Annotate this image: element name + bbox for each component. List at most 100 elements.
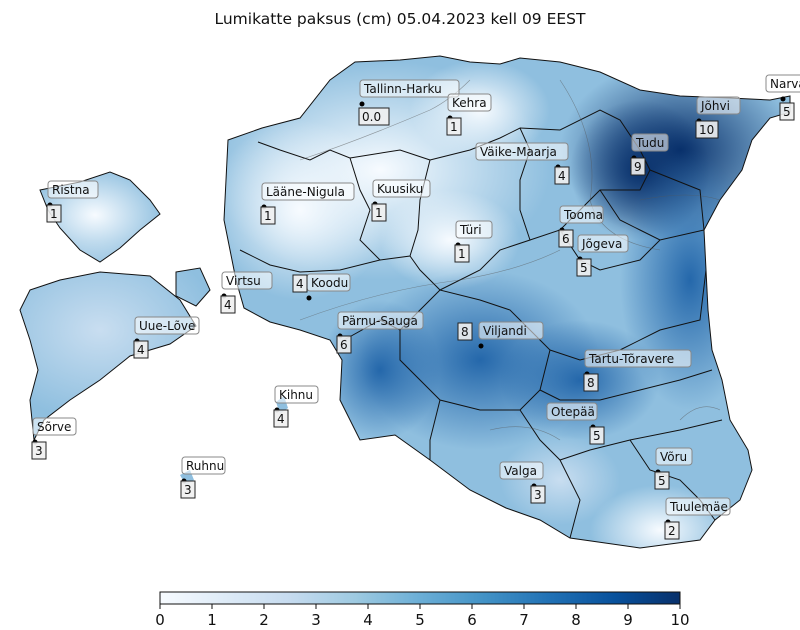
station-label-box bbox=[665, 497, 731, 516]
station-marker: Koodu 4 bbox=[292, 273, 351, 301]
colorbar-tick-label: 4 bbox=[363, 611, 373, 629]
station-value: 4 bbox=[137, 343, 145, 357]
station-marker: Pärnu-Sauga 6 bbox=[336, 311, 424, 354]
station-value-box bbox=[46, 204, 62, 223]
station-value-box bbox=[583, 373, 599, 392]
station-value: 10 bbox=[699, 123, 714, 137]
colorbar-tick-label: 0 bbox=[155, 611, 165, 629]
station-label-box bbox=[32, 417, 77, 436]
station-label-box bbox=[584, 349, 692, 368]
station-label-box bbox=[655, 447, 693, 466]
station-value: 4 bbox=[558, 169, 566, 183]
station-value: 1 bbox=[50, 207, 58, 221]
station-label-box bbox=[696, 96, 741, 115]
station-value-box bbox=[260, 206, 276, 225]
station-value: 1 bbox=[264, 209, 272, 223]
station-marker: Jõhvi 10 bbox=[695, 96, 741, 139]
station-marker: Otepää 5 bbox=[546, 402, 605, 445]
station-name: Valga bbox=[504, 464, 537, 478]
station-value-box bbox=[630, 157, 646, 176]
station-label-box bbox=[478, 321, 544, 340]
station-value: 3 bbox=[35, 444, 43, 458]
station-value-box bbox=[576, 258, 592, 277]
station-value: 5 bbox=[783, 105, 791, 119]
station-marker: Kihnu 4 bbox=[273, 385, 319, 428]
station-name: Ruhnu bbox=[186, 459, 224, 473]
colorbar-tick-label: 3 bbox=[311, 611, 321, 629]
station-name: Sõrve bbox=[37, 420, 71, 434]
station-marker: Narva 5 bbox=[765, 74, 800, 121]
station-label-box bbox=[499, 461, 544, 480]
colorbar-tick-label: 8 bbox=[571, 611, 581, 629]
station-label-box bbox=[181, 456, 226, 475]
station-value-box bbox=[554, 166, 570, 185]
map-title: Lumikatte paksus (cm) 05.04.2023 kell 09… bbox=[214, 10, 586, 28]
station-name: Võru bbox=[660, 450, 687, 464]
station-name: Narva bbox=[770, 77, 800, 91]
colorbar-tick-label: 1 bbox=[207, 611, 217, 629]
station-value: 5 bbox=[580, 261, 588, 275]
station-label-box bbox=[274, 385, 319, 404]
station-value-box bbox=[133, 340, 149, 359]
station-name: Tooma bbox=[563, 208, 603, 222]
station-point bbox=[780, 96, 786, 102]
colorbar-tick-label: 6 bbox=[467, 611, 477, 629]
station-marker: Kehra 1 bbox=[446, 93, 492, 136]
station-point bbox=[359, 101, 365, 107]
station-value-box bbox=[454, 244, 470, 263]
station-label-box bbox=[631, 133, 669, 152]
station-name: Kihnu bbox=[279, 388, 313, 402]
station-value-box bbox=[292, 274, 308, 293]
station-label-box bbox=[447, 93, 492, 112]
station-value: 9 bbox=[634, 160, 642, 174]
station-value-box bbox=[220, 295, 236, 314]
colorbar-ticks: 0 1 2 3 4 5 6 7 8 9 10 bbox=[155, 604, 690, 629]
colorbar-gradient bbox=[159, 591, 681, 605]
station-name: Kuusiku bbox=[377, 182, 423, 196]
station-value-box bbox=[446, 117, 462, 136]
station-name: Ristna bbox=[52, 183, 90, 197]
station-value-box bbox=[358, 107, 390, 126]
station-value-box bbox=[779, 102, 795, 121]
station-name: Pärnu-Sauga bbox=[342, 314, 418, 328]
station-label-box bbox=[546, 402, 598, 421]
station-name: Virtsu bbox=[226, 274, 261, 288]
station-value-box bbox=[336, 335, 352, 354]
station-marker: Türi 1 bbox=[454, 220, 493, 263]
station-value: 1 bbox=[375, 206, 383, 220]
station-name: Viljandi bbox=[483, 324, 527, 338]
station-name: Türi bbox=[459, 223, 482, 237]
station-value: 8 bbox=[461, 325, 469, 339]
station-value-box bbox=[589, 426, 605, 445]
station-marker: Tooma 6 bbox=[558, 205, 604, 248]
station-marker: Jõgeva 5 bbox=[576, 234, 629, 277]
station-marker: Võru 5 bbox=[654, 447, 693, 490]
station-marker: Kuusiku 1 bbox=[371, 179, 431, 222]
station-label-box bbox=[455, 220, 493, 239]
station-name: Uue-Lõve bbox=[139, 319, 195, 333]
station-name: Tartu-Tõravere bbox=[588, 352, 674, 366]
station-label-box bbox=[577, 234, 629, 253]
station-value-box bbox=[273, 409, 289, 428]
station-value-box bbox=[180, 480, 196, 499]
station-value-box bbox=[558, 229, 574, 248]
station-marker: Valga 3 bbox=[499, 461, 546, 504]
station-value: 0.0 bbox=[362, 110, 381, 124]
station-name: Kehra bbox=[452, 96, 487, 110]
station-value: 8 bbox=[587, 376, 595, 390]
station-name: Koodu bbox=[311, 276, 348, 290]
station-marker: Viljandi 8 bbox=[457, 321, 544, 349]
stations: Tallinn-Harku0.0Kehra1Väike-Maarja4Tudu9… bbox=[31, 74, 800, 540]
colorbar-tick-label: 2 bbox=[259, 611, 269, 629]
colorbar: 0 1 2 3 4 5 6 7 8 9 10 bbox=[155, 591, 690, 629]
station-label-box bbox=[134, 316, 200, 335]
station-label-box bbox=[559, 205, 604, 224]
colorbar-tick-label: 5 bbox=[415, 611, 425, 629]
station-marker: Uue-Lõve 4 bbox=[133, 316, 200, 359]
station-label-box bbox=[221, 271, 273, 290]
station-marker: Tartu-Tõravere 8 bbox=[583, 349, 692, 392]
station-value-box bbox=[695, 120, 719, 139]
station-label-box bbox=[47, 180, 99, 199]
station-label-box bbox=[475, 142, 569, 161]
